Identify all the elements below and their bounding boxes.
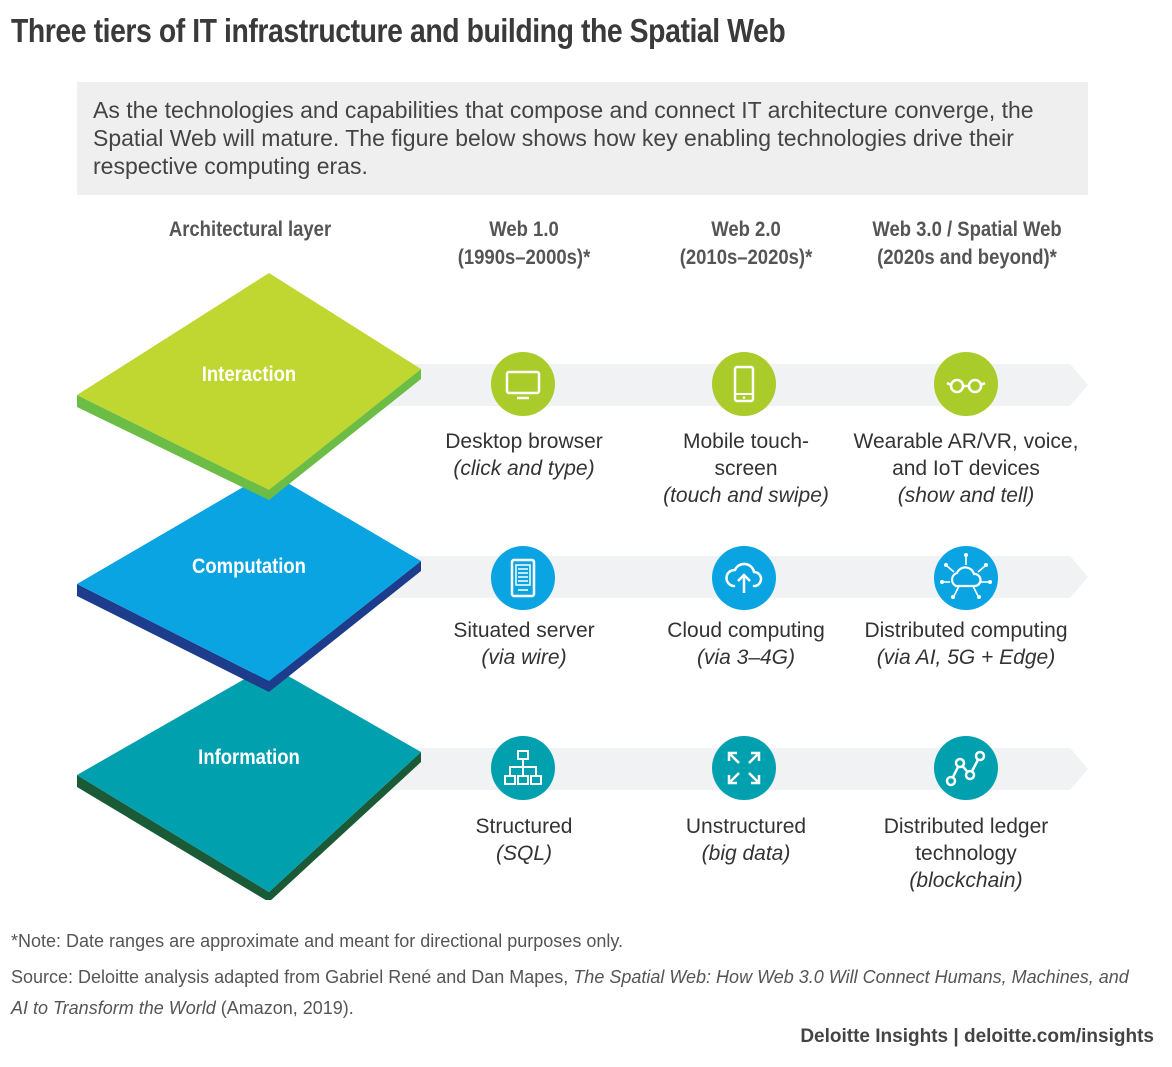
layer-information-slab: [77, 665, 421, 900]
server-icon: [491, 546, 555, 610]
cell-computation-web3: Distributed computing (via AI, 5G + Edge): [864, 619, 1068, 669]
layer-interaction-top: [77, 273, 421, 490]
expand-arrows-icon: [712, 736, 776, 800]
layer-interaction-side: [77, 369, 421, 500]
layer-computation-slab: [77, 472, 421, 692]
ar-glasses-icon: [934, 352, 998, 416]
cloud-upload-icon: [712, 546, 776, 610]
header-architectural-layer: Architectural layer: [168, 218, 332, 241]
layer-label-interaction: Interaction: [201, 363, 297, 386]
page-title: Three tiers of IT infrastructure and bui…: [11, 12, 786, 49]
header-web3: Web 3.0 / Spatial Web (2020s and beyond)*: [872, 218, 1062, 269]
desktop-monitor-icon: [491, 352, 555, 416]
cell-interaction-web1: Desktop browser (click and type): [445, 430, 603, 480]
header-web1: Web 1.0 (1990s–2000s)*: [457, 218, 591, 269]
cell-computation-web2: Cloud computing (via 3–4G): [667, 619, 825, 669]
deloitte-insights-brand: Deloitte Insights | deloitte.com/insight…: [800, 1026, 1154, 1047]
cell-information-web3: Distributed ledger technology (blockchain…: [883, 815, 1049, 892]
cell-information-web1: Structured (SQL): [475, 815, 573, 865]
hierarchy-tree-icon: [491, 736, 555, 800]
intro-text: As the technologies and capabilities tha…: [77, 82, 1088, 195]
layer-slabs: [77, 273, 421, 900]
node-chain-icon: [934, 736, 998, 800]
distributed-cloud-icon: [934, 546, 998, 610]
footnote: *Note: Date ranges are approximate and m…: [11, 931, 624, 951]
cell-interaction-web3: Wearable AR/VR, voice, and IoT devices (s…: [853, 430, 1079, 507]
layer-information-side: [77, 752, 421, 900]
layer-label-information: Information: [198, 746, 300, 769]
layer-label-computation: Computation: [192, 555, 306, 578]
cell-interaction-web2: Mobile touch- screen (touch and swipe): [663, 430, 829, 507]
layer-computation-top: [77, 472, 421, 681]
cell-computation-web1: Situated server (via wire): [453, 619, 595, 669]
layer-interaction-slab: [77, 273, 421, 500]
layer-information-top: [77, 665, 421, 892]
cell-information-web2: Unstructured (big data): [685, 815, 807, 865]
source-note: Source: Deloitte analysis adapted from G…: [11, 967, 1129, 1018]
smartphone-icon: [712, 352, 776, 416]
layer-computation-side: [77, 561, 421, 692]
header-web2: Web 2.0 (2010s–2020s)*: [679, 218, 813, 269]
